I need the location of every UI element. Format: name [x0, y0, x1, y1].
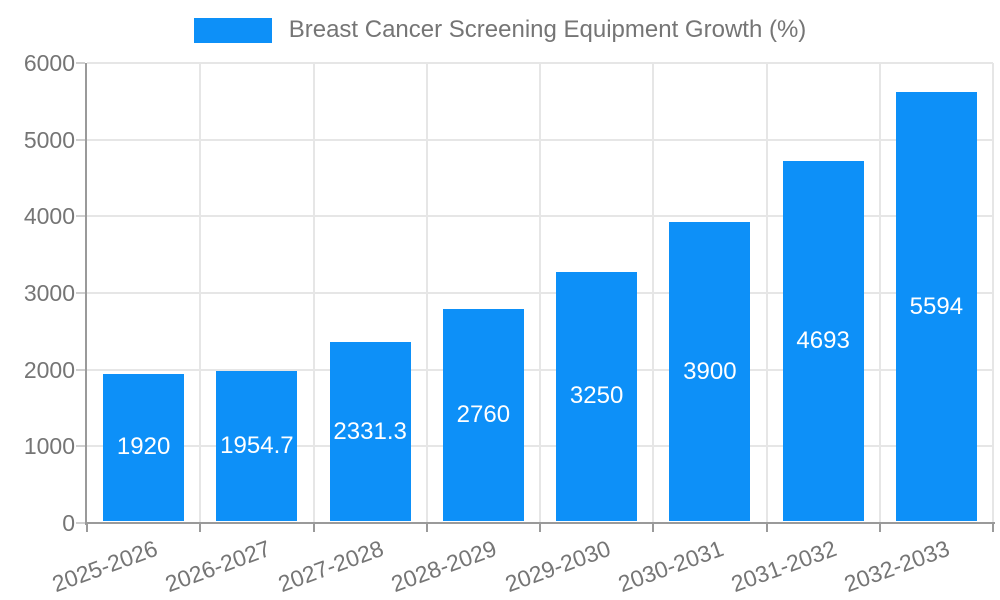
bar[interactable]: 2760: [442, 309, 524, 521]
v-gridline: [539, 63, 541, 523]
y-axis-tick: [76, 522, 85, 524]
y-axis-label: 2000: [23, 356, 75, 383]
bar-value-label: 1954.7: [220, 432, 294, 460]
y-axis-tick: [76, 138, 85, 141]
y-axis-tick: [76, 292, 85, 294]
v-gridline: [652, 63, 655, 523]
y-axis-tick: [76, 215, 85, 218]
x-axis-label: 2026-2027: [161, 535, 274, 598]
bar-value-label: 2760: [456, 401, 511, 429]
bar[interactable]: 3900: [669, 222, 751, 521]
v-gridline: [312, 63, 315, 523]
y-axis-line: [85, 63, 87, 525]
x-axis-label: 2025-2026: [48, 535, 161, 598]
x-axis-tick: [878, 524, 881, 532]
bar-value-label: 3250: [569, 382, 624, 410]
y-axis-label: 6000: [23, 50, 75, 76]
x-axis-label: 2031-2032: [727, 535, 841, 598]
x-axis-tick: [765, 524, 768, 532]
x-axis-line: [85, 522, 995, 524]
y-axis-label: 1000: [23, 433, 75, 460]
x-axis-tick: [86, 524, 88, 532]
x-axis-label: 2027-2028: [274, 535, 388, 598]
bar[interactable]: 4693: [782, 161, 864, 521]
v-gridline: [765, 63, 768, 523]
v-gridline: [878, 63, 881, 523]
x-axis-tick: [992, 524, 994, 532]
x-axis-tick: [199, 524, 202, 532]
x-axis-label: 2029-2030: [501, 535, 614, 598]
bar-value-label: 3900: [683, 357, 737, 385]
x-axis-tick: [425, 524, 428, 532]
y-axis-label: 0: [62, 510, 75, 536]
x-axis-tick: [312, 524, 315, 532]
bar-value-label: 5594: [909, 292, 964, 320]
bar[interactable]: 1954.7: [216, 371, 298, 521]
bar[interactable]: 3250: [556, 271, 638, 521]
legend[interactable]: Breast Cancer Screening Equipment Growth…: [0, 15, 1000, 45]
y-axis-tick: [76, 62, 85, 64]
x-axis-tick: [539, 524, 541, 532]
bar[interactable]: 2331.3: [329, 342, 411, 521]
y-axis-label: 4000: [23, 203, 75, 230]
v-gridline: [199, 63, 202, 523]
legend-swatch-icon: [193, 17, 272, 43]
y-axis-tick: [76, 368, 85, 371]
bar-value-label: 1920: [116, 433, 171, 461]
bar[interactable]: 5594: [895, 92, 977, 521]
v-gridline: [425, 63, 428, 523]
legend-label: Breast Cancer Screening Equipment Growth…: [288, 16, 807, 43]
y-axis-label: 3000: [23, 280, 75, 306]
x-axis-tick: [652, 524, 655, 532]
bar-value-label: 4693: [796, 327, 850, 355]
y-axis-tick: [76, 445, 85, 448]
bar[interactable]: 1920: [103, 373, 185, 521]
x-axis-label: 2028-2029: [388, 535, 501, 598]
y-axis-label: 5000: [23, 126, 75, 153]
v-gridline: [992, 63, 994, 523]
plot-area: 0 1000 2000 3000 4000 5000 6000 1920 1954.7 2331.…: [24, 50, 995, 597]
x-axis-label: 2030-2031: [614, 535, 727, 598]
bar-value-label: 2331.3: [333, 417, 407, 445]
x-axis-label: 2032-2033: [841, 535, 954, 598]
